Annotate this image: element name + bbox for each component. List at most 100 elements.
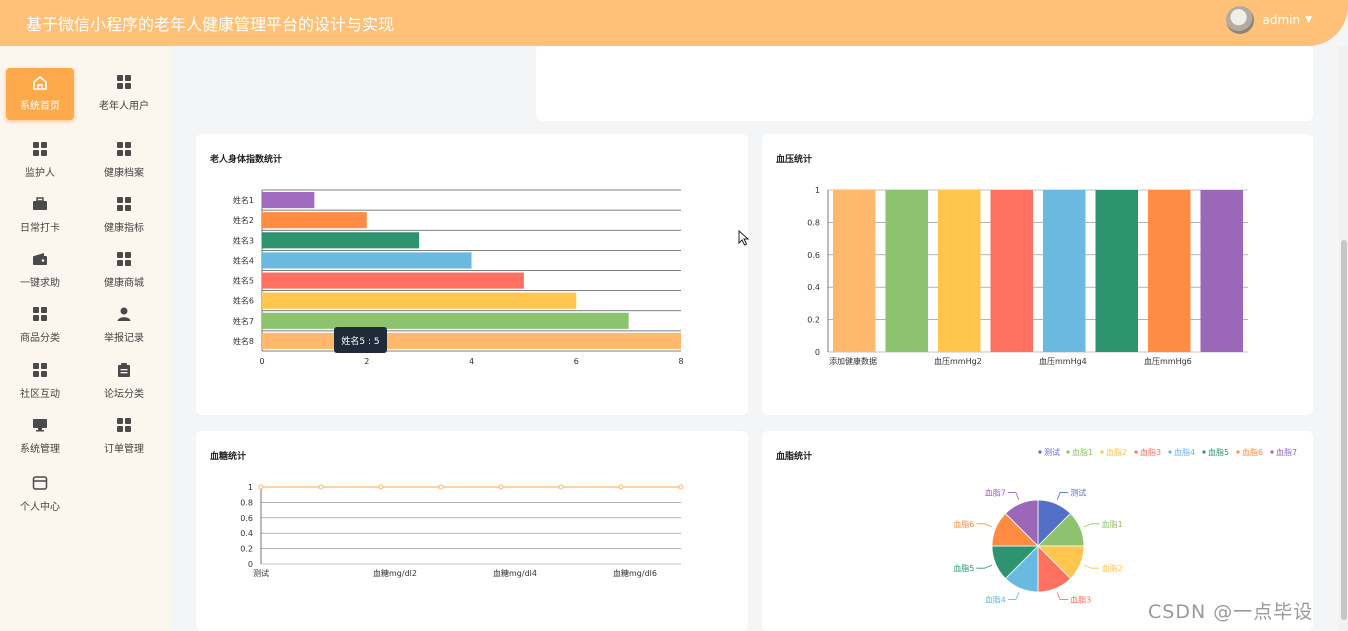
y-tick-label: 0	[248, 560, 253, 569]
grid-icon	[90, 74, 158, 92]
watermark: CSDN @一点毕设	[1148, 601, 1314, 623]
sidebar-item-label: 健康指标	[104, 223, 144, 234]
sidebar-item-14[interactable]: 订单管理	[90, 411, 158, 463]
sidebar-item-6[interactable]: 健康指标	[90, 190, 158, 242]
y-tick-label: 0.8	[240, 498, 253, 507]
sidebar-item-13[interactable]: 系统管理	[6, 411, 74, 463]
x-tick-label: 6	[574, 357, 579, 366]
point-血糖mg/dl7	[678, 484, 684, 490]
chart-title: 血脂统计	[776, 452, 813, 462]
legend-marker	[1236, 450, 1240, 454]
sidebar-item-label: 个人中心	[20, 502, 60, 513]
point-测试	[258, 484, 264, 490]
legend-item: 测试	[1044, 447, 1060, 457]
sidebar-item-8[interactable]: 健康商城	[90, 245, 158, 297]
label-line	[1056, 592, 1069, 600]
bar-姓名2	[262, 212, 367, 229]
legend-item: 血脂6	[1242, 447, 1263, 457]
bar-姓名3	[262, 232, 420, 249]
y-tick-label: 姓名1	[233, 195, 254, 205]
sidebar-item-7[interactable]: 一键求助	[6, 245, 74, 297]
legend-marker	[1168, 450, 1172, 454]
scrollbar-thumb[interactable]	[1341, 240, 1347, 620]
point-血糖mg/dl6	[618, 484, 624, 490]
slice-label: 血脂2	[1102, 563, 1123, 573]
legend-item: 血脂2	[1106, 447, 1127, 457]
y-tick-label: 1	[815, 186, 820, 195]
label-line	[1084, 564, 1100, 569]
bar-血压mmHg5	[1095, 190, 1138, 352]
chevron-down-icon[interactable]: ▼	[1305, 15, 1312, 25]
grid-icon	[6, 362, 74, 380]
sidebar-item-label: 健康档案	[104, 168, 144, 179]
sidebar-item-1[interactable]: 系统首页	[6, 68, 74, 120]
y-tick-label: 姓名7	[233, 316, 254, 326]
body-index-chart: 姓名1 姓名2 姓名3 姓名4 姓名5 姓名6 姓名7 姓名8 0 2 4 6 8 姓名5 : 5	[233, 189, 684, 366]
user-menu[interactable]: admin ▼	[1226, 6, 1312, 34]
card-icon	[6, 475, 74, 493]
sidebar-item-10[interactable]: 举报记录	[90, 300, 158, 352]
label-line	[976, 523, 992, 528]
bar-血压mmHg7	[1200, 190, 1243, 352]
slice-血脂7	[1004, 499, 1039, 547]
grid-icon	[90, 196, 158, 214]
legend-item: 血脂5	[1208, 447, 1229, 457]
sidebar-item-11[interactable]: 社区互动	[6, 356, 74, 408]
legend-item: 血脂4	[1174, 447, 1195, 457]
x-tick-label: 0	[259, 357, 264, 366]
slice-label: 血脂6	[953, 519, 974, 529]
x-tick-label: 血压mmHg4	[1039, 356, 1087, 366]
sidebar-item-4[interactable]: 健康档案	[90, 135, 158, 187]
sidebar: 系统首页 老年人用户监护人 健康档案日常打卡 健康指标一键求助 健康商城 商品分类 举报记录…	[0, 46, 170, 631]
username[interactable]: admin	[1262, 13, 1301, 27]
sidebar-item-9[interactable]: 商品分类	[6, 300, 74, 352]
tooltip: 姓名5 : 5	[334, 327, 387, 353]
legend-marker	[1038, 450, 1042, 454]
blood-pressure-chart: 0 0.2 0.4 0.6 0.8 1 添加健康数据 血压mmHg2 血压mmHg4 血压mmHg…	[807, 186, 1248, 366]
sidebar-item-label: 举报记录	[104, 333, 144, 344]
sidebar-item-3[interactable]: 监护人	[6, 135, 74, 187]
x-tick-label: 2	[364, 357, 369, 366]
y-tick-label: 姓名4	[233, 255, 254, 265]
y-tick-label: 0.4	[240, 529, 253, 538]
label-line	[1056, 492, 1069, 500]
chart-title: 老人身体指数统计	[210, 155, 283, 165]
legend-item: 血脂3	[1140, 447, 1161, 457]
bar-血压mmHg3	[990, 190, 1033, 352]
tooltip-text: 姓名5 : 5	[341, 335, 379, 347]
x-tick-label: 血糖mg/dl2	[373, 568, 417, 578]
grid-icon	[6, 141, 74, 159]
top-header: 基于微信小程序的老年人健康管理平台的设计与实现 admin ▼	[0, 0, 1348, 46]
grid-icon	[6, 306, 74, 324]
y-tick-label: 0.4	[807, 283, 820, 292]
slice-label: 血脂1	[1102, 519, 1123, 529]
x-tick-label: 测试	[253, 568, 269, 578]
blood-lipid-card: 血脂统计 测试 血脂1 血脂2 血脂3 血脂4 血脂5 血脂6 血脂7 测试 血脂1 血脂2 血脂3 血…	[762, 431, 1313, 631]
y-tick-label: 姓名2	[233, 215, 254, 225]
y-tick-label: 0.6	[807, 251, 820, 260]
sidebar-item-15[interactable]: 个人中心	[6, 469, 74, 521]
x-tick-label: 8	[678, 357, 683, 366]
sidebar-item-label: 论坛分类	[104, 389, 144, 400]
mouse-cursor-icon	[738, 230, 750, 246]
sidebar-item-12[interactable]: 论坛分类	[90, 356, 158, 408]
x-tick-label: 血压mmHg6	[1144, 356, 1192, 366]
bar-血压mmHg2	[938, 190, 981, 352]
sidebar-item-5[interactable]: 日常打卡	[6, 190, 74, 242]
slice-label: 测试	[1070, 487, 1086, 497]
sidebar-item-2[interactable]: 老年人用户	[90, 68, 158, 120]
legend-marker	[1066, 450, 1070, 454]
legend-item: 血脂1	[1072, 447, 1093, 457]
grid-icon	[90, 141, 158, 159]
point-血糖mg/dl3	[438, 484, 444, 490]
app-title: 基于微信小程序的老年人健康管理平台的设计与实现	[26, 15, 395, 34]
avatar[interactable]	[1226, 6, 1255, 34]
bar-血压mmHg4	[1043, 190, 1086, 352]
legend-item: 血脂7	[1276, 447, 1297, 457]
label-line	[1084, 523, 1100, 528]
sidebar-item-label: 老年人用户	[99, 101, 149, 112]
grid-icon	[90, 251, 158, 269]
sidebar-item-label: 社区互动	[20, 389, 60, 400]
label-line	[1007, 492, 1020, 500]
